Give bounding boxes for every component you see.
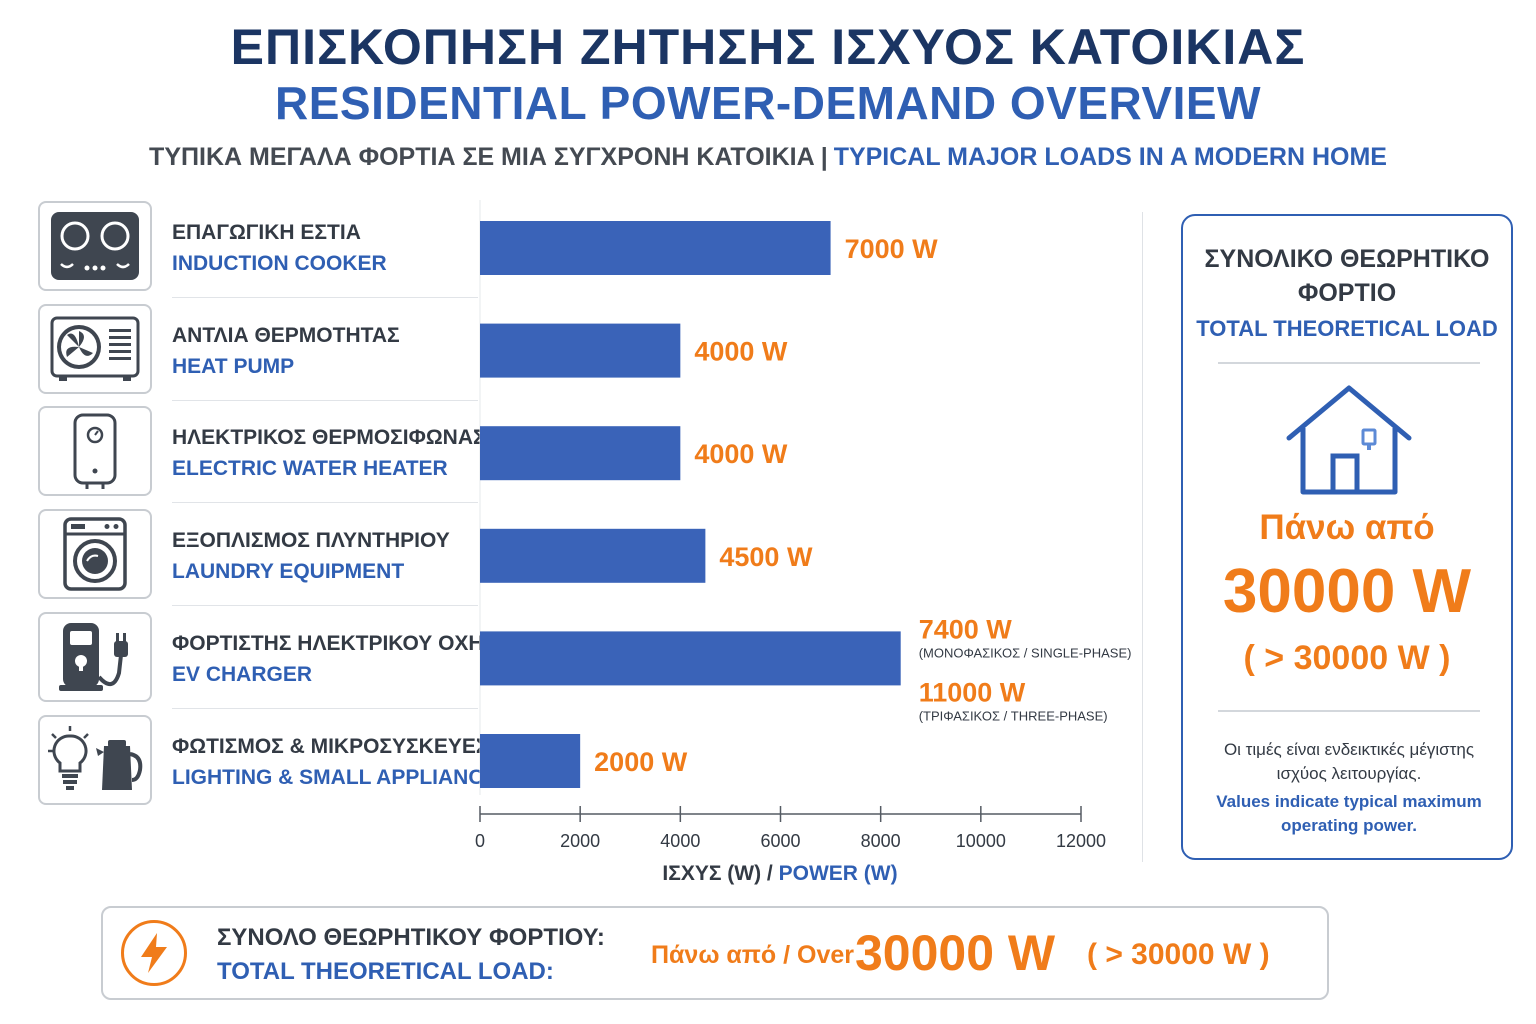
load-row-induction-cooker: ΕΠΑΓΩΓΙΚΗ ΕΣΤΙΑ INDUCTION COOKER (38, 201, 478, 293)
house-icon (1281, 382, 1417, 505)
total-load-panel: ΣΥΝΟΛΙΚΟ ΘΕΩΡΗΤΙΚΟ ΦΟΡΤΙΟ TOTAL THEORETI… (1181, 214, 1513, 860)
heat-pump-icon (38, 304, 152, 394)
data-label: 4000 W (694, 439, 788, 469)
x-tick-label: 4000 (660, 831, 700, 851)
row-divider (172, 708, 478, 709)
load-row-water-heater: ΗΛΕΚΤΡΙΚΟΣ ΘΕΡΜΟΣΙΦΩΝΑΣ ELECTRIC WATER H… (38, 406, 486, 498)
panel-divider (1218, 362, 1480, 364)
footer-label-greek: ΣΥΝΟΛΟ ΘΕΩΡΗΤΙΚΟΥ ΦΟΡΤΙΟΥ: (217, 924, 605, 951)
data-label-three-phase: 11000 W (919, 677, 1026, 707)
bar (480, 528, 706, 583)
lightbulb-kettle-icon (38, 715, 152, 805)
x-tick-label: 2000 (560, 831, 600, 851)
x-axis-label-greek: ΙΣΧΥΣ (W) / (662, 862, 773, 885)
footer-value: 30000 W (855, 925, 1056, 981)
total-load-footer: ΣΥΝΟΛΟ ΘΕΩΡΗΤΙΚΟΥ ΦΟΡΤΙΟΥ: TOTAL THEORET… (101, 906, 1329, 1000)
ev-charger-icon (38, 612, 152, 702)
load-row-ev-charger: ΦΟΡΤΙΣΤΗΣ ΗΛΕΚΤΡΙΚΟΥ ΟΧΗΜΑΤΟΣ EV CHARGER (38, 612, 556, 704)
subtitle: ΤΥΠΙΚΑ ΜΕΓΑΛΑ ΦΟΡΤΙΑ ΣΕ ΜΙΑ ΣΥΓΧΡΟΝΗ ΚΑΤ… (0, 143, 1536, 172)
power-bar-chart: 7000 W 4000 W 4000 W 4500 W 7400 W(ΜΟΝΟΦΑΣΙΚ… (475, 200, 1132, 851)
total-value: 30000 W (1222, 557, 1472, 626)
data-label: 4500 W (719, 542, 813, 572)
bar (480, 426, 681, 481)
section-divider (1142, 212, 1143, 862)
x-tick-label: 8000 (861, 831, 901, 851)
note-greek: Οι τιμές είναι ενδεικτικές μέγιστης ισχύ… (1223, 740, 1475, 783)
load-label-greek: ΕΠΑΓΩΓΙΚΗ ΕΣΤΙΑ (172, 221, 361, 244)
load-label-english: ELECTRIC WATER HEATER (172, 457, 448, 480)
total-value-parenthetical: ( > 30000 W ) (1243, 639, 1451, 677)
page-title: ΕΠΙΣΚΟΠΗΣΗ ΖΗΤΗΣΗΣ ΙΣΧΥΟΣ ΚΑΤΟΙΚΙΑΣ (230, 19, 1306, 75)
bar (480, 323, 681, 378)
data-label: 2000 W (594, 747, 688, 777)
load-label-english: LIGHTING & SMALL APPLIANCES (172, 766, 512, 789)
x-tick-label: 0 (475, 831, 485, 851)
data-label: 7000 W (845, 234, 939, 264)
x-tick-label: 6000 (760, 831, 800, 851)
x-tick-label: 12000 (1056, 831, 1106, 851)
load-label-english: INDUCTION COOKER (172, 252, 387, 275)
load-row-laundry: ΕΞΟΠΛΙΣΜΟΣ ΠΛΥΝΤΗΡΙΟΥ LAUNDRY EQUIPMENT (38, 509, 478, 601)
data-label-note-single-phase: (ΜΟΝΟΦΑΣΙΚΟΣ / SINGLE-PHASE) (919, 645, 1132, 660)
bar (480, 221, 831, 275)
load-label-greek: ΦΟΡΤΙΣΤΗΣ ΗΛΕΚΤΡΙΚΟΥ ΟΧΗΜΑΤΟΣ (172, 632, 556, 655)
load-label-greek: ΗΛΕΚΤΡΙΚΟΣ ΘΕΡΜΟΣΙΦΩΝΑΣ (172, 426, 486, 449)
subtitle-separator: | (820, 143, 828, 171)
lightning-bolt-icon (121, 920, 187, 986)
x-axis-label: ΙΣΧΥΣ (W) / POWER (W) (480, 862, 1080, 886)
subtitle-english: TYPICAL MAJOR LOADS IN A MODERN HOME (833, 143, 1387, 171)
row-divider (172, 400, 478, 401)
x-tick-label: 10000 (956, 831, 1006, 851)
load-label-greek: ΕΞΟΠΛΙΣΜΟΣ ΠΛΥΝΤΗΡΙΟΥ (172, 529, 450, 552)
total-panel-title-greek: ΣΥΝΟΛΙΚΟ ΘΕΩΡΗΤΙΚΟ ΦΟΡΤΙΟ (1204, 245, 1490, 307)
water-heater-icon (38, 406, 152, 496)
data-label: 4000 W (694, 337, 788, 367)
footer-value-parenthetical: ( > 30000 W ) (1087, 938, 1270, 971)
footer-label-english: TOTAL THEORETICAL LOAD: (217, 958, 554, 985)
row-divider (172, 605, 478, 606)
bar (480, 734, 581, 788)
load-label-greek: ΦΩΤΙΣΜΟΣ & ΜΙΚΡΟΣΥΣΚΕΥΕΣ (172, 735, 489, 758)
data-label-note-three-phase: (ΤΡΙΦΑΣΙΚΟΣ / THREE-PHASE) (919, 708, 1108, 723)
total-over-text: Πάνω από (1259, 508, 1435, 547)
footer-prefix: Πάνω από / Over (651, 941, 854, 969)
row-divider (172, 297, 478, 298)
load-label-english: HEAT PUMP (172, 355, 295, 378)
panel-divider (1218, 710, 1480, 712)
total-panel-title-english: TOTAL THEORETICAL LOAD (1196, 316, 1498, 341)
note-english: Values indicate typical maximum operatin… (1216, 792, 1482, 835)
washing-machine-icon (38, 509, 152, 599)
induction-cooktop-icon (38, 201, 152, 291)
x-axis-label-english: POWER (W) (778, 862, 898, 885)
load-label-english: LAUNDRY EQUIPMENT (172, 560, 405, 583)
load-row-lighting: ΦΩΤΙΣΜΟΣ & ΜΙΚΡΟΣΥΣΚΕΥΕΣ LIGHTING & SMAL… (38, 715, 512, 807)
page-title-english: RESIDENTIAL POWER-DEMAND OVERVIEW (275, 77, 1261, 129)
subtitle-greek: ΤΥΠΙΚΑ ΜΕΓΑΛΑ ΦΟΡΤΙΑ ΣΕ ΜΙΑ ΣΥΓΧΡΟΝΗ ΚΑΤ… (149, 143, 815, 171)
row-divider (172, 502, 478, 503)
data-label-single-phase: 7400 W (919, 614, 1013, 644)
bar (480, 631, 901, 686)
load-label-english: EV CHARGER (172, 663, 313, 686)
load-label-greek: ΑΝΤΛΙΑ ΘΕΡΜΟΤΗΤΑΣ (172, 324, 400, 347)
load-row-heat-pump: ΑΝΤΛΙΑ ΘΕΡΜΟΤΗΤΑΣ HEAT PUMP (38, 304, 478, 396)
